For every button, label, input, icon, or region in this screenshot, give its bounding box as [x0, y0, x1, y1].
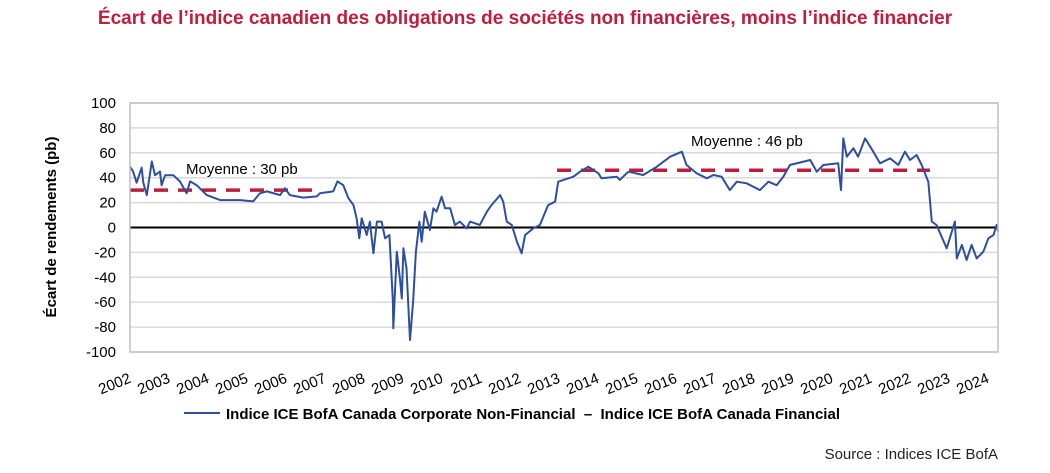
x-tick-label: 2011 [448, 370, 484, 398]
x-tick-label: 2022 [876, 370, 913, 398]
series-line [129, 137, 1000, 341]
y-tick-label: -60 [94, 294, 116, 311]
x-tick-label: 2024 [954, 370, 991, 398]
legend-label: Indice ICE BofA Canada Corporate Non-Fin… [226, 406, 840, 423]
y-tick-label: 60 [99, 145, 116, 162]
x-tick-label: 2014 [564, 370, 601, 398]
x-tick-label: 2008 [330, 370, 367, 398]
x-tick-label: 2013 [525, 370, 562, 398]
x-tick-label: 2007 [291, 370, 328, 398]
x-tick-label: 2003 [135, 370, 172, 398]
x-tick-label: 2002 [96, 370, 133, 398]
y-tick-label: 20 [99, 195, 116, 212]
average-label: Moyenne : 30 pb [186, 161, 298, 178]
x-tick-label: 2015 [603, 370, 640, 398]
x-tick-label: 2018 [720, 370, 757, 398]
x-tick-label: 2021 [837, 370, 874, 398]
y-tick-label: -80 [94, 319, 116, 336]
x-tick-label: 2019 [759, 370, 796, 398]
y-tick-label: 100 [91, 95, 116, 112]
y-axis-ticks: 100 80 60 40 20 0 -20 -40 -60 -80 -100 [86, 95, 116, 361]
series-lines [129, 137, 1000, 341]
x-tick-label: 2023 [915, 370, 952, 398]
y-tick-label: -20 [94, 244, 116, 261]
y-tick-label: 80 [99, 120, 116, 137]
x-tick-label: 2009 [369, 370, 406, 398]
legend: Indice ICE BofA Canada Corporate Non-Fin… [184, 406, 840, 423]
plot-frame [129, 102, 999, 353]
chart-title: Écart de l’indice canadien des obligatio… [97, 8, 953, 29]
average-lines: Moyenne : 30 pb Moyenne : 46 pb [130, 133, 930, 192]
average-label: Moyenne : 46 pb [691, 133, 803, 150]
x-tick-label: 2004 [174, 370, 211, 398]
y-axis-title: Écart de rendements (pb) [43, 137, 60, 318]
source-note: Source : Indices ICE BofA [824, 446, 998, 463]
x-tick-label: 2005 [213, 370, 250, 398]
x-tick-label: 2016 [642, 370, 679, 398]
x-axis-ticks: 2002 2003 2004 2005 2006 2007 2008 2009 2010 2011… [96, 370, 991, 398]
x-tick-label: 2006 [252, 370, 289, 398]
x-tick-label: 2010 [408, 370, 445, 398]
x-tick-label: 2012 [486, 370, 523, 398]
x-tick-label: 2020 [798, 370, 835, 398]
y-tick-label: -100 [86, 344, 116, 361]
x-tick-label: 2017 [681, 370, 718, 398]
y-tick-label: 40 [99, 170, 116, 187]
y-tick-label: 0 [108, 220, 116, 237]
y-tick-label: -40 [94, 269, 116, 286]
